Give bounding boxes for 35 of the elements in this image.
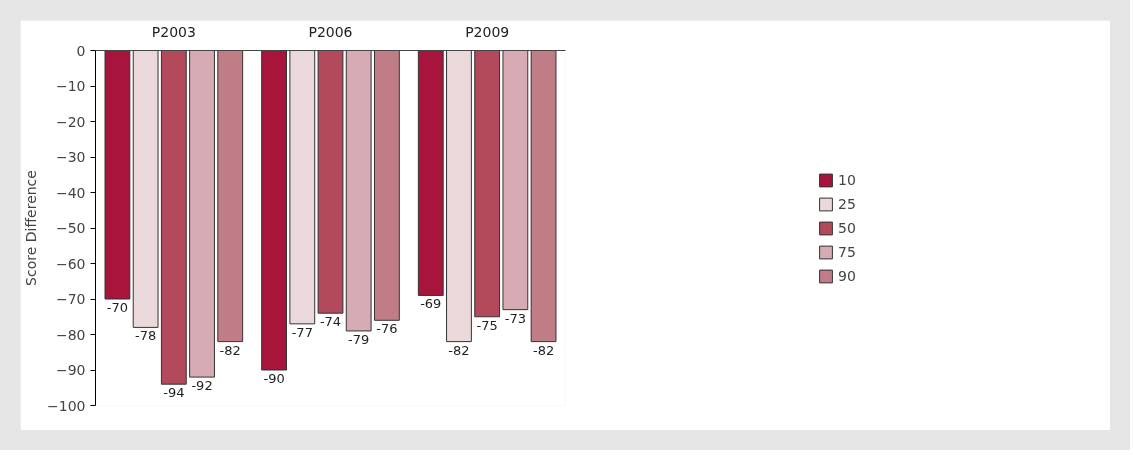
y-tick-label: −60 [55,255,86,272]
y-tick-label: −30 [55,149,86,165]
data-label: -79 [348,331,370,347]
legend-label: 25 [838,195,857,212]
data-label: -82 [448,342,470,358]
x-tick-label: P2009 [465,23,510,40]
y-tick-label: −100 [47,397,86,414]
data-label: -82 [219,342,241,358]
legend-label: 75 [838,243,857,260]
data-label: -69 [420,296,442,312]
data-label: -76 [376,321,398,337]
legend-label: 10 [838,171,857,188]
data-label: -70 [106,300,129,315]
data-label: -77 [291,324,313,340]
legend-label: 50 [838,219,857,236]
y-tick-label: −80 [55,326,86,343]
data-label: -94 [163,385,185,401]
y-axis-title: Score Difference [23,170,40,286]
y-tick-label: −40 [55,184,86,201]
y-tick-label: −50 [55,220,86,236]
data-label: -90 [263,371,285,386]
data-label: -73 [504,310,526,326]
x-tick-label: P2003 [151,23,196,40]
data-label: -82 [532,342,555,358]
data-label: -75 [476,317,498,333]
y-tick-label: −70 [55,291,86,307]
y-tick-label: 0 [76,42,86,59]
data-label: -78 [135,328,157,344]
data-label: -74 [319,314,342,330]
y-tick-label: −10 [55,78,86,94]
y-tick-label: −90 [55,362,86,378]
legend-label: 90 [838,267,857,284]
y-tick-label: −20 [55,113,86,130]
x-tick-label: P2006 [308,23,353,40]
data-label: -92 [191,378,213,394]
